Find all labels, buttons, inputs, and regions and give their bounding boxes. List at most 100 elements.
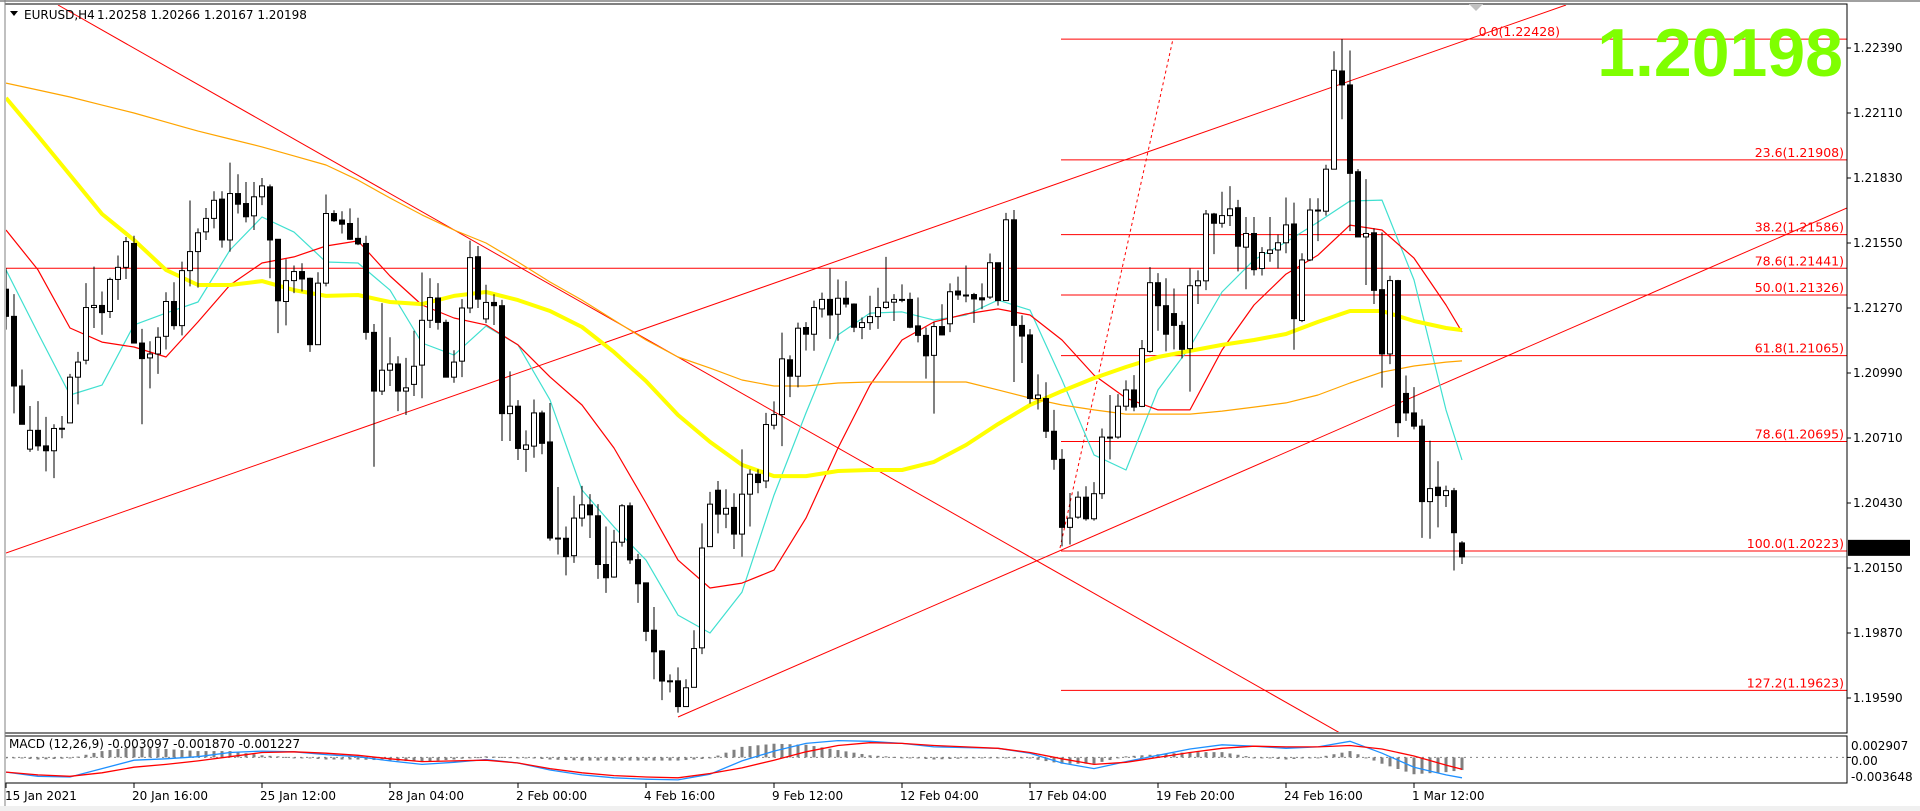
macd-histogram-bar xyxy=(452,757,456,760)
chart-shift-marker-icon[interactable] xyxy=(1469,4,1483,11)
candle xyxy=(267,184,273,279)
candle xyxy=(475,246,481,308)
macd-histogram-bar xyxy=(236,752,240,758)
candle-body-bear xyxy=(587,504,593,516)
candle xyxy=(763,412,769,489)
candle-body-bear xyxy=(475,256,481,300)
candle-body-bull xyxy=(323,213,329,284)
macd-histogram-bar xyxy=(668,757,672,761)
macd-histogram-bar xyxy=(588,757,592,761)
candle-body-bull xyxy=(1195,280,1201,287)
macd-histogram-bar xyxy=(1100,757,1104,762)
candle xyxy=(139,328,145,425)
macd-histogram-bar xyxy=(932,757,936,760)
candle-body-bull xyxy=(227,193,233,241)
macd-histogram-bar xyxy=(732,749,736,758)
candle-body-bear xyxy=(443,321,449,378)
candle xyxy=(315,272,321,346)
candle-body-bear xyxy=(307,277,313,346)
candle xyxy=(107,277,113,318)
candle-body-bull xyxy=(451,361,457,378)
macd-histogram-bar xyxy=(748,746,752,758)
macd-histogram-bar xyxy=(1060,757,1064,764)
candle xyxy=(131,235,137,344)
macd-histogram-bar xyxy=(116,748,120,758)
macd-histogram-bar xyxy=(692,757,696,760)
candle-body-bull xyxy=(91,304,97,309)
candle xyxy=(611,529,617,578)
macd-histogram-bar xyxy=(1316,757,1320,759)
macd-histogram-bar xyxy=(500,756,504,758)
candle-body-bull xyxy=(1283,224,1289,244)
candle-body-bull xyxy=(1203,213,1209,282)
candle-body-bear xyxy=(243,203,249,218)
candle xyxy=(211,191,217,229)
candle xyxy=(275,238,281,334)
price-pane[interactable]: 78.6(1.21441) 0.0(1.22428) 23.6(1.21908) 38… xyxy=(4,5,1848,733)
candle-body-bear xyxy=(35,429,41,447)
macd-histogram-bar xyxy=(404,757,408,762)
candle xyxy=(571,495,577,563)
macd-histogram-bar xyxy=(100,751,104,758)
macd-histogram-bar xyxy=(564,757,568,761)
macd-histogram-bar xyxy=(788,744,792,758)
trendline-ascending-upper xyxy=(6,5,1567,554)
macd-histogram-bar xyxy=(804,744,808,758)
candle xyxy=(891,294,897,321)
candle xyxy=(531,399,537,458)
time-axis-label: 2 Feb 00:00 xyxy=(516,789,587,803)
candle xyxy=(443,319,449,378)
candle xyxy=(515,400,521,461)
candle-body-bull xyxy=(427,297,433,321)
candle xyxy=(219,191,225,248)
candle xyxy=(187,200,193,287)
macd-histogram-bar xyxy=(1108,757,1112,761)
candle-body-bear xyxy=(635,559,641,585)
candle xyxy=(1243,216,1249,290)
candle xyxy=(115,255,121,300)
candle-body-bear xyxy=(1451,490,1457,534)
macd-histogram-bar xyxy=(180,750,184,758)
candle xyxy=(675,667,681,713)
candle xyxy=(1059,449,1065,547)
candle-body-bull xyxy=(419,319,425,366)
candle-body-bear xyxy=(1235,207,1241,247)
candle-body-bull xyxy=(739,493,745,535)
macd-pane[interactable] xyxy=(5,739,1848,781)
candle-body-bull xyxy=(75,361,81,378)
candle-body-bull xyxy=(1443,490,1449,497)
candle-body-bear xyxy=(995,262,1001,302)
candle-body-bear xyxy=(1459,542,1465,558)
candle xyxy=(659,650,665,701)
candle-body-bull xyxy=(811,307,817,335)
macd-histogram-bar xyxy=(52,757,56,759)
macd-histogram-bar xyxy=(284,756,288,758)
trendline-descending xyxy=(57,5,1340,732)
candle-body-bull xyxy=(891,298,897,303)
macd-histogram-bar xyxy=(140,747,144,758)
candle-body-bull xyxy=(1267,249,1273,254)
candle-body-bull xyxy=(195,232,201,253)
candle xyxy=(563,526,569,576)
candle-body-bear xyxy=(371,331,377,392)
candle-body-bear xyxy=(1027,334,1033,400)
candle xyxy=(899,284,905,303)
candle xyxy=(195,228,201,288)
candle xyxy=(635,553,641,603)
macd-histogram-bar xyxy=(900,757,904,759)
macd-histogram-bar xyxy=(956,757,960,759)
candle xyxy=(83,283,89,365)
macd-histogram-bar xyxy=(1308,757,1312,759)
candle-body-bear xyxy=(915,325,921,336)
macd-histogram-bar xyxy=(980,757,984,759)
candle-body-bear xyxy=(643,582,649,632)
macd-histogram-bar xyxy=(412,757,416,762)
candle-body-bear xyxy=(787,359,793,377)
price-axis-label: 1.22390 xyxy=(1853,41,1903,55)
candle xyxy=(1019,315,1025,364)
candle xyxy=(747,469,753,527)
triangle-down-icon[interactable] xyxy=(10,11,18,16)
candle-body-bull xyxy=(1187,285,1193,350)
time-axis-label: 1 Mar 12:00 xyxy=(1412,789,1485,803)
